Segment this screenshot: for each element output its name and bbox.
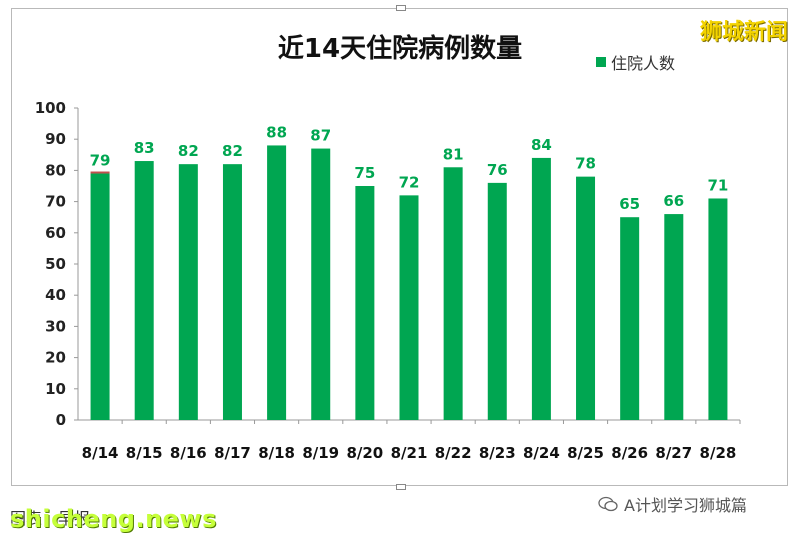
y-tick-label: 50 xyxy=(45,255,66,273)
bar-accent xyxy=(90,171,110,174)
bar xyxy=(267,145,287,420)
x-tick-label: 8/14 xyxy=(82,444,119,462)
data-label: 81 xyxy=(443,145,464,163)
x-tick-label: 8/22 xyxy=(435,444,472,462)
x-tick-label: 8/24 xyxy=(523,444,560,462)
legend-swatch xyxy=(596,57,606,67)
bar xyxy=(620,217,640,420)
data-label: 79 xyxy=(90,152,111,170)
bar xyxy=(487,182,507,420)
x-tick-label: 8/28 xyxy=(700,444,737,462)
y-tick-label: 20 xyxy=(45,349,66,367)
footer-source: 图表：早报 xyxy=(10,509,91,528)
bar xyxy=(178,164,198,420)
data-label: 75 xyxy=(354,164,375,182)
x-tick-label: 8/16 xyxy=(170,444,207,462)
bar xyxy=(311,148,331,420)
bar xyxy=(399,195,419,420)
footer-account-label: A计划学习狮城篇 xyxy=(624,496,747,515)
y-tick-label: 80 xyxy=(45,161,66,179)
bar xyxy=(576,176,596,420)
x-tick-label: 8/15 xyxy=(126,444,163,462)
y-tick-label: 70 xyxy=(45,193,66,211)
x-tick-label: 8/25 xyxy=(567,444,604,462)
bar xyxy=(664,214,684,420)
chart-title: 近14天住院病例数量 xyxy=(277,34,523,64)
resize-handle-top[interactable] xyxy=(396,5,406,11)
footer-brand: shicheng.news xyxy=(10,505,217,533)
bar xyxy=(222,164,242,420)
y-tick-label: 30 xyxy=(45,317,66,335)
x-tick-label: 8/19 xyxy=(302,444,339,462)
bar xyxy=(708,198,728,420)
legend-label: 住院人数 xyxy=(611,54,676,73)
bar xyxy=(443,167,463,420)
x-tick-label: 8/20 xyxy=(346,444,383,462)
footer-account: A计划学习狮城篇 xyxy=(598,492,747,516)
y-tick-label: 10 xyxy=(45,380,66,398)
data-label: 71 xyxy=(707,176,728,194)
bar xyxy=(531,157,551,421)
chart-legend: 住院人数 xyxy=(596,50,675,74)
x-tick-label: 8/23 xyxy=(479,444,516,462)
data-label: 66 xyxy=(663,192,684,210)
data-label: 87 xyxy=(310,127,331,145)
data-label: 83 xyxy=(134,139,155,157)
y-tick-label: 60 xyxy=(45,224,66,242)
x-tick-label: 8/17 xyxy=(214,444,251,462)
data-label: 76 xyxy=(487,161,508,179)
data-label: 88 xyxy=(266,123,287,141)
x-tick-label: 8/18 xyxy=(258,444,295,462)
data-label: 65 xyxy=(619,195,640,213)
bar xyxy=(134,161,154,421)
bar xyxy=(355,186,375,420)
data-label: 82 xyxy=(178,142,199,160)
data-label: 72 xyxy=(399,173,420,191)
data-label: 82 xyxy=(222,142,243,160)
y-tick-label: 0 xyxy=(56,411,66,429)
watermark-top: 狮城新闻 xyxy=(699,20,788,45)
y-tick-label: 90 xyxy=(45,130,66,148)
x-tick-label: 8/21 xyxy=(391,444,428,462)
wechat-icon xyxy=(598,496,618,512)
data-label: 84 xyxy=(531,136,552,154)
bar xyxy=(90,173,110,420)
y-tick-label: 100 xyxy=(35,99,66,117)
x-tick-label: 8/27 xyxy=(655,444,692,462)
y-tick-label: 40 xyxy=(45,286,66,304)
x-tick-label: 8/26 xyxy=(611,444,648,462)
resize-handle-bottom[interactable] xyxy=(396,484,406,490)
data-label: 78 xyxy=(575,155,596,173)
